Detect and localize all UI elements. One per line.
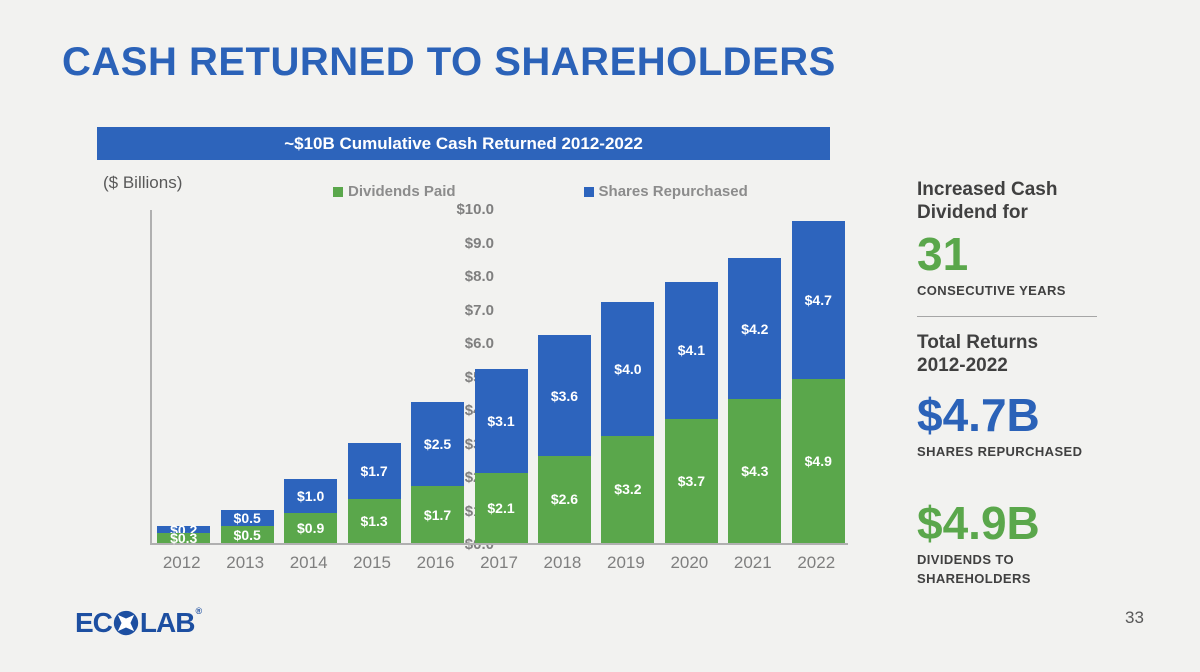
page-title: CASH RETURNED TO SHAREHOLDERS [62,40,836,84]
x-axis-label: 2017 [480,553,518,572]
bar-value-label: $2.6 [550,491,579,508]
bar-2014: $1.0 $0.9 [284,210,338,543]
y-axis-tick-label: $6.0 [464,335,494,352]
bar-value-label: $3.1 [487,412,515,429]
bar-value-label: $3.2 [614,481,642,498]
bar-2021: $4.2 $4.3 [728,210,782,543]
bar-value-label: $1.0 [297,488,325,505]
bar-value-label: $2.1 [487,499,515,516]
consecutive-years-caption: CONSECUTIVE YEARS [917,282,1066,298]
y-axis-tick-label: $10.0 [456,201,494,218]
ecolab-logo: EC LAB ® [75,606,203,639]
x-axis-label: 2014 [289,553,328,572]
chart-legend: Dividends Paid Shares Repurchased [333,183,748,200]
page-number: 33 [1125,608,1144,627]
legend-item-dividends: Dividends Paid [333,183,456,200]
y-axis-units-label: ($ Billions) [103,173,183,192]
bar-segment-shares: $2.5 [411,402,465,487]
legend-label: Dividends Paid [348,183,456,200]
chart-title-banner: ~$10B Cumulative Cash Returned 2012-2022 [97,127,830,160]
bar-segment-dividends: $0.9 [284,512,338,543]
bar-segment-dividends: $1.3 [347,499,401,543]
increased-dividend-heading: Increased Cash Dividend for [917,179,1058,224]
bar-segment-shares: $0.5 [220,509,274,527]
bar-2020: $4.1 $3.7 [664,210,718,543]
y-axis-tick-label: $7.0 [464,301,494,319]
x-axis-label: 2012 [162,553,201,572]
legend-label: Shares Repurchased [598,183,748,200]
y-axis-tick-label: $8.0 [464,268,494,285]
ecolab-emblem-icon [113,610,139,636]
bar-segment-dividends: $2.1 [474,472,528,543]
bar-value-label: $4.9 [804,452,832,469]
legend-item-shares: Shares Repurchased [583,183,748,200]
bar-value-label: $4.3 [741,462,769,479]
bar-2016: $2.5 $1.7 [411,210,465,543]
bar-segment-dividends: $2.6 [537,455,591,543]
dividends-swatch-icon [333,186,343,197]
bar-segment-shares: $4.7 [791,221,845,379]
bar-2017: $3.1 $2.1 [474,210,528,543]
bar-2022: $4.7 $4.9 [791,210,845,543]
bar-value-label: $4.2 [741,320,769,337]
shares-repurchased-caption: SHARES REPURCHASED [917,443,1083,459]
bar-segment-shares: $4.1 [664,281,718,420]
chart-title: ~$10B Cumulative Cash Returned 2012-2022 [284,133,643,153]
bar-segment-dividends: $0.3 [157,529,211,546]
registered-mark: ® [195,606,203,616]
x-axis-label: 2013 [226,553,265,572]
logo-text-lab: LAB [139,607,196,638]
bar-value-label: $1.3 [360,513,388,530]
bar-value-label: $0.5 [233,526,261,543]
x-axis-label: 2021 [733,553,772,572]
stats-sidebar: Increased Cash Dividend for 31 CONSECUTI… [917,178,1117,589]
consecutive-years-number: 31 [917,228,969,281]
x-axis-label: 2019 [606,553,645,572]
bar-segment-shares: $3.6 [537,335,591,456]
bar-value-label: $4.1 [677,342,705,359]
bar-value-label: $3.6 [550,387,579,404]
bar-value-label: $0.9 [297,519,325,536]
bar-segment-shares: $1.7 [347,442,401,500]
bar-value-label: $4.7 [804,292,832,309]
total-returns-heading: Total Returns 2012-2022 [917,332,1039,377]
bar-2018: $3.6 $2.6 [537,210,591,543]
bar-segment-dividends: $0.5 [220,526,274,543]
bar-value-label: $1.7 [423,506,452,523]
bar-value-label: $2.5 [423,436,452,453]
bar-2019: $4.0 $3.2 [601,210,655,543]
x-axis-label: 2016 [416,553,455,572]
x-axis-label: 2020 [670,553,709,572]
x-axis-label: 2018 [543,553,582,572]
bar-2013: $0.5 $0.5 [220,210,274,543]
bar-value-label: $0.5 [233,509,261,526]
bar-segment-dividends: $4.9 [791,378,845,543]
dividends-caption: DIVIDENDS TO SHAREHOLDERS [917,551,1031,587]
bar-segment-dividends: $1.7 [411,486,465,543]
bar-segment-shares: $1.0 [284,479,338,513]
bar-segment-dividends: $3.7 [664,419,718,543]
stacked-bar-chart: $0.2 $0.3 $0.5 $0.5 $1.0 $0.9 $1.7 $1.3 $2.5 $1.7… [150,210,848,546]
bar-segment-shares: $3.1 [474,368,528,473]
bar-value-label: $3.7 [677,473,705,490]
bar-value-label: $0.3 [170,529,198,546]
dividends-value: $4.9B [917,497,1040,550]
bar-2015: $1.7 $1.3 [347,210,401,543]
shares-swatch-icon [583,186,594,197]
bar-segment-dividends: $4.3 [728,398,782,543]
x-axis-label: 2022 [797,553,836,572]
bar-segment-dividends: $3.2 [601,435,655,543]
bar-2012: $0.2 $0.3 [157,210,211,546]
logo-text-ec: EC [75,607,113,638]
bar-value-label: $1.7 [360,462,388,479]
bar-value-label: $4.0 [614,360,642,377]
x-axis-label: 2015 [353,553,391,572]
y-axis-tick-label: $9.0 [464,234,494,252]
bar-segment-shares: $4.0 [601,301,655,436]
bar-segment-shares: $4.2 [728,258,782,399]
shares-repurchased-value: $4.7B [917,389,1040,442]
sidebar-divider [917,316,1097,318]
